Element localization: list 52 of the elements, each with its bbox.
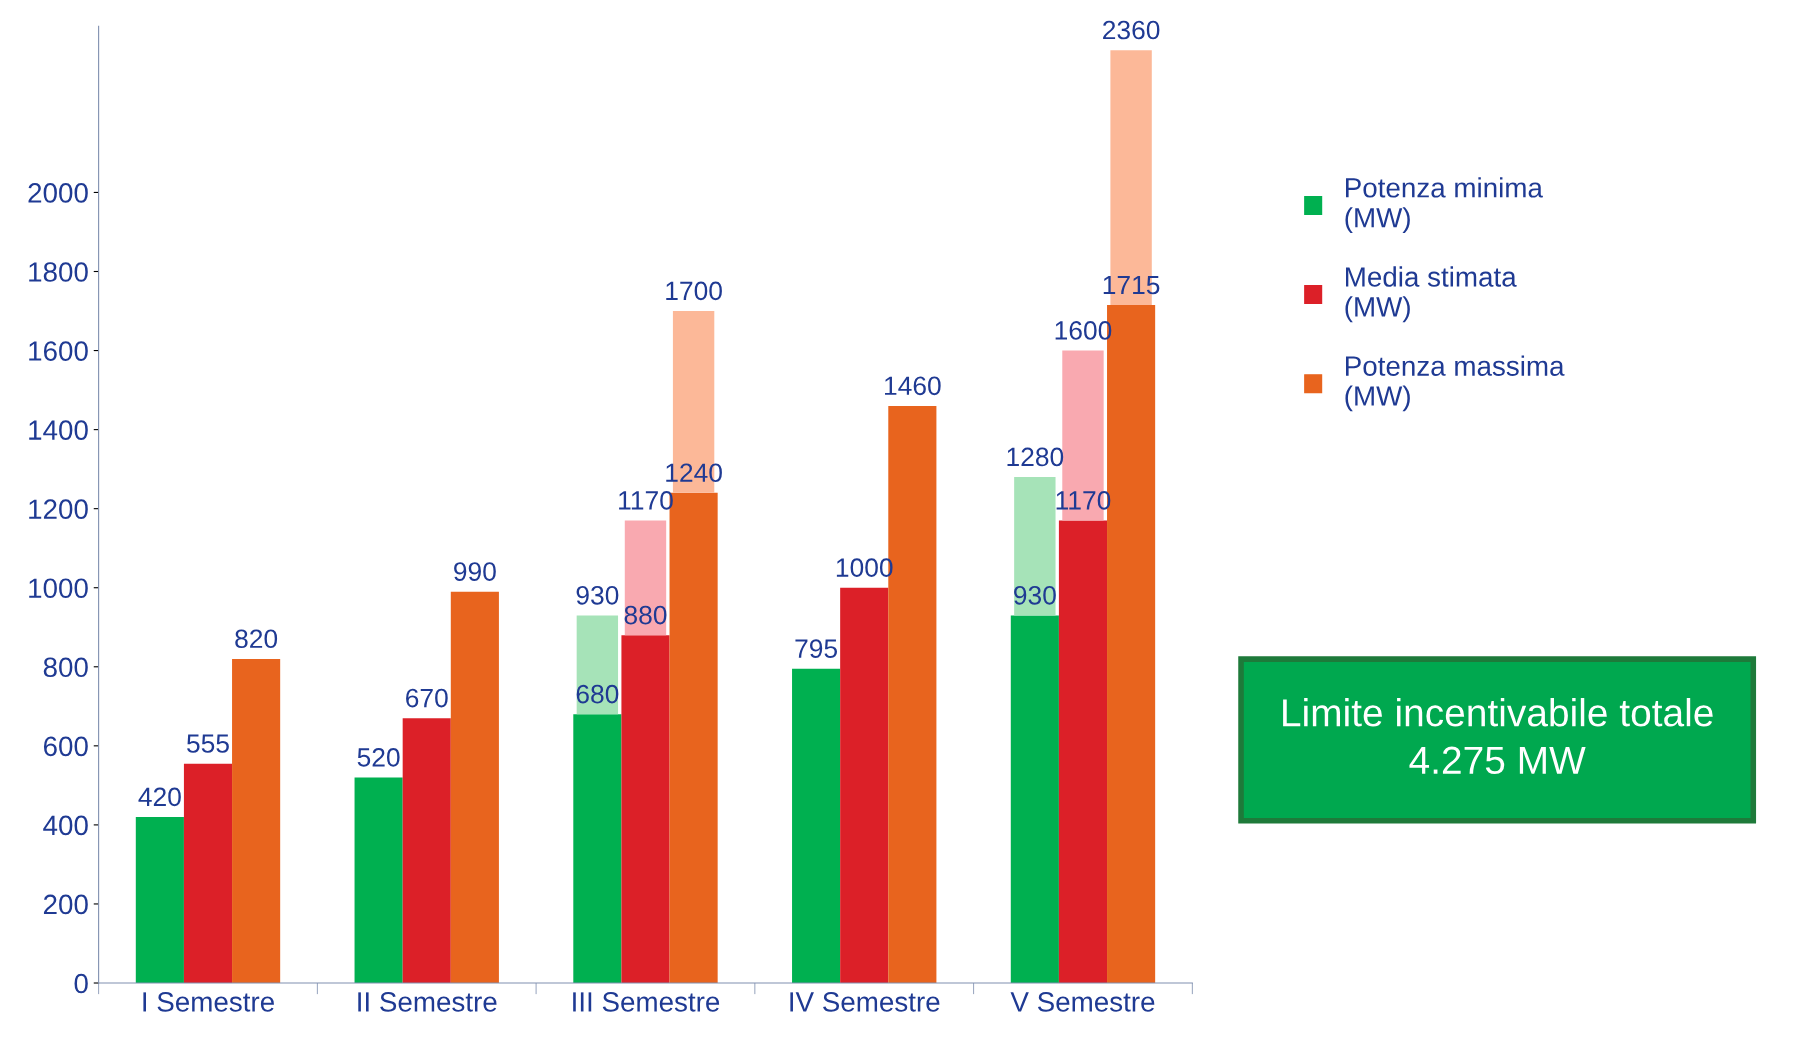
x-tick-label: II Semestre bbox=[358, 992, 497, 1012]
data-label: 555 bbox=[187, 734, 229, 753]
y-tick-label: 1600 bbox=[29, 341, 88, 361]
y-tick-label: 2000 bbox=[28, 183, 88, 203]
bar bbox=[573, 714, 622, 984]
legend-label: Media stimata (MW) bbox=[1345, 266, 1517, 323]
y-tick-label: 1000 bbox=[29, 578, 88, 599]
data-label: 1700 bbox=[666, 281, 722, 301]
bar bbox=[840, 587, 889, 984]
bar bbox=[621, 635, 670, 984]
data-label: 1280 bbox=[1007, 447, 1064, 467]
y-tick-label: 0 bbox=[74, 973, 88, 994]
data-label: 1715 bbox=[1103, 275, 1160, 295]
data-label: 820 bbox=[235, 629, 278, 649]
legend-label: Potenza massima (MW) bbox=[1345, 355, 1565, 412]
y-tick-label: 800 bbox=[43, 657, 88, 678]
data-label: 795 bbox=[795, 639, 838, 658]
y-tick-label: 1400 bbox=[29, 420, 88, 440]
x-tick-label: I Semestre bbox=[143, 992, 274, 1012]
bar bbox=[183, 763, 233, 984]
x-tick-label: IV Semestre bbox=[790, 992, 940, 1012]
data-label: 930 bbox=[576, 585, 619, 605]
y-tick-label: 600 bbox=[43, 736, 88, 757]
legend-label: Potenza minima (MW) bbox=[1345, 177, 1543, 234]
bar bbox=[402, 718, 451, 984]
bar bbox=[1014, 477, 1056, 616]
bar bbox=[135, 816, 184, 984]
y-tick-label: 1800 bbox=[29, 262, 88, 282]
data-label: 880 bbox=[624, 605, 667, 625]
bar bbox=[232, 658, 281, 984]
data-label: 680 bbox=[576, 684, 619, 704]
text: Limite incentivabile totale 4.275 MW bbox=[1283, 698, 1713, 775]
bar bbox=[450, 591, 499, 984]
data-label: 420 bbox=[138, 787, 181, 807]
bar bbox=[1058, 520, 1108, 984]
bar bbox=[576, 615, 619, 715]
y-tick-label: 400 bbox=[43, 815, 88, 836]
bar bbox=[792, 668, 841, 984]
x-tick-label: III Semestre bbox=[573, 992, 720, 1012]
data-label: 670 bbox=[406, 688, 448, 708]
x-tick-label: V Semestre bbox=[1010, 992, 1155, 1012]
data-label: 2360 bbox=[1103, 20, 1160, 40]
bar bbox=[624, 520, 667, 636]
bar bbox=[1010, 615, 1059, 984]
data-label: 930 bbox=[1014, 585, 1056, 605]
bar bbox=[354, 777, 403, 984]
data-label: 1240 bbox=[666, 463, 722, 483]
data-label: 1460 bbox=[885, 376, 941, 396]
y-tick-label: 200 bbox=[43, 894, 88, 915]
y-tick-label: 1200 bbox=[29, 499, 88, 520]
data-label: 990 bbox=[454, 562, 496, 581]
data-label: 520 bbox=[357, 748, 400, 767]
